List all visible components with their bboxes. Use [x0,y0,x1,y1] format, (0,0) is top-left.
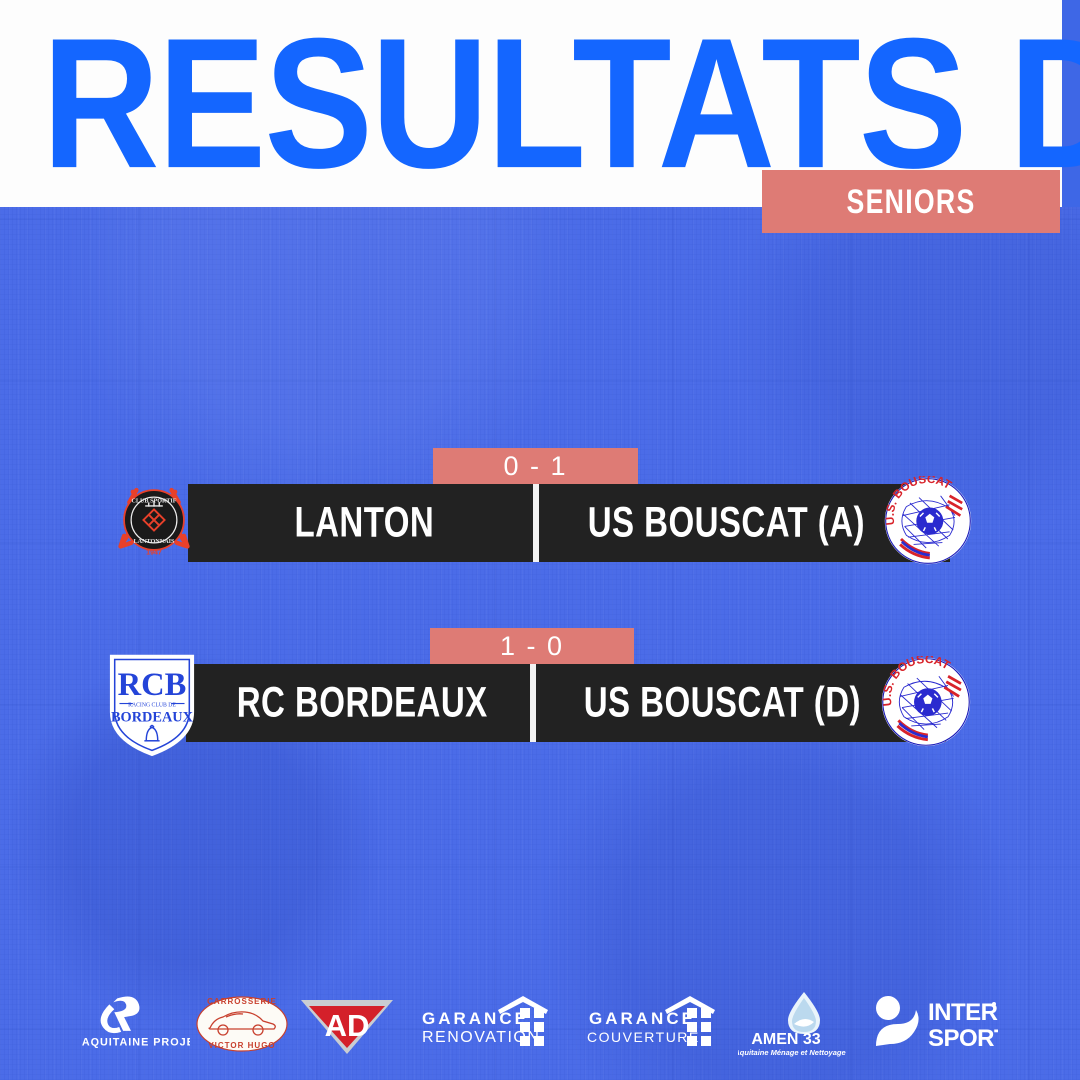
lanton-crest-icon: CLUB SPORTIF LANTONNAIS 1947 [110,476,198,564]
category-badge: SENIORS [762,170,1060,233]
sponsor-intersport[interactable]: INTER SPORT [868,988,998,1060]
page-title: RESULTATS DU WEEK-END [42,0,1080,208]
sponsor-amen-33[interactable]: AMEN 33 Aquitaine Ménage et Nettoyage [738,988,860,1060]
sponsor-garance-renovation-line2: RENOVATION [422,1029,540,1046]
sponsor-carrosserie-line2: VICTOR HUGO [208,1041,275,1050]
sponsor-garance-couverture-line1: GARANCE [589,1009,696,1028]
rcb-initials: RCB [118,667,187,703]
sponsor-garance-couverture[interactable]: GARANCE COUVERTURE [585,988,715,1060]
house-icon [498,996,548,1046]
lanton-line2: LANTONNAIS [134,539,176,545]
sponsor-aquitaine-projet-label: AQUITAINE PROJET [82,1037,190,1049]
sponsor-carrosserie-victor-hugo[interactable]: CARROSSERIE VICTOR HUGO [196,988,288,1060]
away-team-label: US BOUSCAT (D) [583,678,861,727]
away-team-label: US BOUSCAT (A) [587,498,866,547]
match-row[interactable]: 1 - 0 RC BORDEAUX US BOUSCAT (D) RCB RAC… [0,628,1080,760]
rcb-city: BORDEAUX [111,710,194,726]
sponsor-ad[interactable]: AD [298,988,396,1060]
home-team-label: LANTON [294,498,435,547]
sponsor-intersport-line1: INTER [928,999,998,1026]
home-team-name: LANTON [196,484,533,562]
sponsor-garance-renovation-line1: GARANCE [422,1009,529,1028]
home-team-name: RC BORDEAUX [194,664,530,742]
us-bouscat-crest-icon: U.S. BOUSCAT [883,473,973,566]
house-icon [665,996,715,1046]
sponsor-garance-couverture-line2: COUVERTURE [587,1029,700,1045]
sponsor-garance-renovation[interactable]: GARANCE RENOVATION [418,988,548,1060]
water-droplet-icon [788,992,820,1034]
sponsor-ad-label: AD [325,1008,370,1043]
match-row[interactable]: 0 - 1 LANTON US BOUSCAT (A) CLUB SPORTIF… [0,448,1080,580]
category-badge-label: SENIORS [846,181,976,221]
rc-bordeaux-shield-icon: RCB RACING CLUB DE BORDEAUX [104,649,200,759]
home-team-label: RC BORDEAUX [236,678,488,727]
intersport-swoosh-icon [876,996,919,1046]
match-center-divider [533,484,539,562]
sponsor-aquitaine-projet[interactable]: AQUITAINE PROJET [72,988,190,1060]
sponsor-intersport-line2: SPORT [928,1025,998,1052]
score-badge: 0 - 1 [433,448,638,484]
header-right-accent-strip [1062,0,1080,207]
lanton-year: 1947 [146,549,162,556]
score-badge: 1 - 0 [430,628,634,664]
away-team-name: US BOUSCAT (A) [539,484,914,562]
sponsor-amen-33-tagline: Aquitaine Ménage et Nettoyage [738,1048,846,1057]
match-bar [188,484,950,562]
sponsor-amen-33-label: AMEN 33 [751,1031,820,1048]
match-bar [186,664,946,742]
score-label: 1 - 0 [499,630,565,661]
sponsor-carrosserie-line1: CARROSSERIE [207,997,277,1006]
registered-mark-icon [992,1002,996,1006]
us-bouscat-crest-icon: U.S. BOUSCAT [880,652,972,748]
away-team-name: US BOUSCAT (D) [536,664,908,742]
sponsor-strip: AQUITAINE PROJET CARROSSERIE VICTOR HUGO… [0,988,1080,1060]
score-label: 0 - 1 [503,450,568,481]
match-center-divider [530,664,536,742]
rcb-subtitle: RACING CLUB DE [128,702,176,708]
